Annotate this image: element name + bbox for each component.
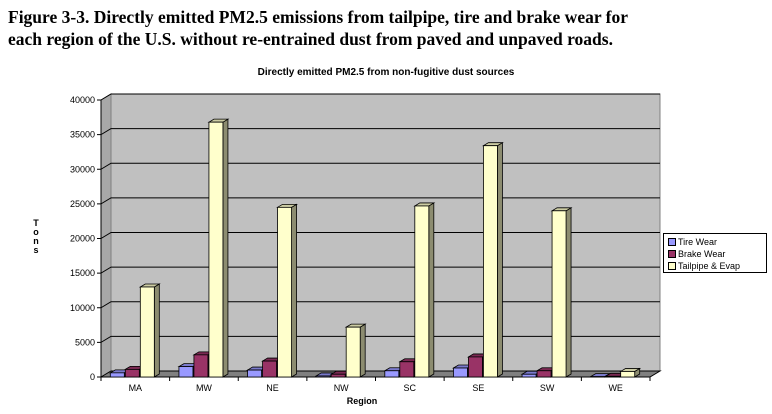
legend-swatch: [668, 262, 676, 270]
bars: [108, 118, 642, 378]
legend-item: Tire Wear: [668, 236, 766, 248]
y-tick-label: 40000: [70, 95, 95, 105]
y-tick-label: 0: [90, 372, 95, 382]
legend-swatch: [668, 238, 676, 246]
x-axis-label: Region: [347, 396, 378, 406]
x-tick-labels: MA MW NE NW SC SE SW WE: [100, 377, 651, 393]
gridline: [100, 128, 660, 136]
legend-label: Brake Wear: [678, 249, 726, 259]
gridline: [100, 93, 660, 101]
y-tick-labels: 0 5000 10000 15000 20000 25000 30000 35000 40000: [70, 95, 95, 382]
x-tick-label: SW: [540, 383, 555, 393]
legend-swatch: [668, 250, 676, 258]
legend: Tire Wear Brake Wear Tailpipe & Evap: [663, 233, 767, 273]
x-tick-label: WE: [608, 383, 623, 393]
gridline: [100, 335, 660, 343]
x-tick-label: SE: [472, 383, 484, 393]
y-tick-label: 35000: [70, 130, 95, 140]
y-tick-label: 25000: [70, 199, 95, 209]
figure-caption: Figure 3-3. Directly emitted PM2.5 emiss…: [8, 6, 768, 50]
y-axis-label-letter: T: [33, 218, 39, 228]
bar: [413, 202, 436, 378]
plot-background: [99, 93, 662, 378]
legend-item: Tailpipe & Evap: [668, 260, 766, 272]
x-tick-label: MA: [129, 383, 143, 393]
gridline: [100, 197, 660, 205]
gridline: [100, 232, 660, 239]
x-tick-label: NW: [334, 383, 349, 393]
gridline: [100, 301, 660, 309]
y-axis-label-letter: s: [33, 245, 38, 255]
y-tick-label: 5000: [75, 337, 95, 347]
bar: [550, 207, 573, 378]
bar: [138, 283, 161, 378]
bar: [207, 118, 230, 378]
x-tick-label: NE: [266, 383, 279, 393]
bar: [344, 323, 367, 378]
caption-line-2: each region of the U.S. without re-entra…: [8, 29, 613, 49]
x-tick-label: SC: [404, 383, 417, 393]
caption-line-1: Figure 3-3. Directly emitted PM2.5 emiss…: [8, 7, 629, 27]
gridline: [100, 266, 660, 274]
legend-item: Brake Wear: [668, 248, 766, 260]
chart-title: Directly emitted PM2.5 from non-fugitive…: [257, 67, 515, 78]
legend-label: Tire Wear: [678, 237, 718, 247]
x-tick-label: MW: [196, 383, 212, 393]
y-axis-label-letter: o: [33, 227, 39, 237]
gridline: [100, 162, 660, 170]
y-tick-label: 15000: [70, 268, 95, 278]
y-axis-label-letter: n: [33, 236, 39, 246]
y-tick-label: 30000: [70, 164, 95, 174]
bar: [481, 141, 504, 378]
bar: [619, 367, 642, 378]
y-tick-label: 20000: [70, 234, 95, 244]
bar: [276, 203, 299, 378]
y-tick-label: 10000: [70, 303, 95, 313]
gridlines: [97, 93, 660, 378]
legend-label: Tailpipe & Evap: [678, 261, 741, 271]
